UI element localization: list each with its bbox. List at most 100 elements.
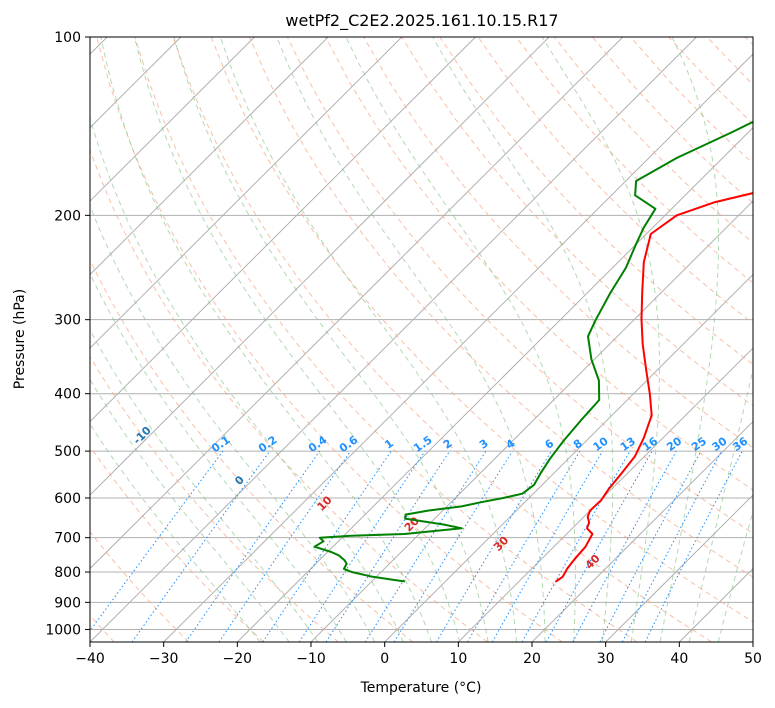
isotherm-line (90, 37, 624, 570)
dry-adiabat-line (134, 37, 638, 642)
x-tick-label: 30 (597, 651, 615, 667)
isotherm-line (384, 273, 753, 642)
isotherm-line (531, 420, 753, 642)
dry-adiabat-line (96, 37, 563, 642)
profile-line (313, 120, 753, 583)
dry-adiabat-line (401, 37, 753, 407)
isotherm-line (457, 347, 753, 642)
dry-adiabat-line (477, 37, 753, 325)
dry-adiabat-line (90, 445, 264, 642)
isotherm-line (163, 53, 753, 642)
y-axis-ticks: 100 200 300 400 500 600 700 800 900 1000 (45, 30, 90, 638)
mixing-ratio-line (90, 450, 224, 632)
moist-adiabat-line (432, 37, 614, 642)
x-tick-label: 40 (670, 651, 688, 667)
mixing-ratio-lines (90, 450, 743, 642)
mixing-ratio-line (521, 450, 631, 642)
mixing-ratio-line (131, 450, 271, 642)
dry-adiabat-line (90, 531, 190, 642)
isotherm-line (236, 126, 753, 642)
dry-adiabat-line (286, 37, 753, 534)
y-tick-label: 100 (54, 30, 81, 46)
mixing-ratio-line (325, 450, 451, 642)
moist-adiabat-line (688, 366, 753, 642)
moist-adiabat-line (90, 204, 376, 642)
isotherm-line (310, 200, 753, 642)
moist-adiabat-line (345, 37, 576, 642)
isotherm-line (605, 494, 753, 642)
x-tick-label: −10 (296, 651, 326, 667)
mixing-ratio-line (364, 450, 487, 642)
mixing-ratio-line (262, 450, 392, 642)
x-tick-label: 10 (449, 651, 467, 667)
isotherm-line (90, 37, 476, 423)
mixing-ratio-line (435, 450, 552, 642)
y-tick-label: 1000 (45, 622, 81, 638)
dry-adiabat-line (248, 37, 753, 578)
x-tick-label: −40 (75, 651, 105, 667)
isotherm-line (678, 567, 753, 642)
x-tick-label: −20 (223, 651, 253, 667)
grid-lines (90, 37, 753, 642)
y-tick-label: 600 (54, 491, 81, 507)
mixing-ratio-label: 0.6 (337, 433, 361, 455)
moist-adiabat-line (276, 37, 546, 642)
moist-adiabat-line (100, 37, 432, 642)
mixing-ratio-label: 2 (441, 437, 455, 452)
dry-adiabat-line (172, 37, 712, 642)
mixing-ratio-line (393, 450, 513, 642)
x-axis-ticks: −40 −30 −20 −10 0 10 20 30 40 50 (75, 642, 762, 667)
y-tick-label: 400 (54, 387, 81, 403)
dry-adiabat-label: 10 (315, 493, 335, 513)
x-tick-label: 0 (380, 651, 389, 667)
y-tick-label: 200 (54, 208, 81, 224)
mixing-ratio-label: 4 (504, 437, 518, 452)
mixing-ratio-label: 6 (543, 437, 557, 452)
moist-adiabat-line (90, 328, 319, 642)
x-tick-label: −30 (149, 651, 179, 667)
mixing-ratio-label: 0.1 (209, 433, 232, 455)
dry-adiabat-line (210, 37, 753, 623)
isotherm-line (90, 37, 550, 496)
plot-frame (89, 36, 754, 643)
dry-adiabat-line (90, 355, 339, 642)
dry-adiabat-line (744, 37, 753, 46)
y-tick-label: 500 (54, 444, 81, 460)
mixing-ratio-label: 0.4 (306, 433, 330, 455)
y-tick-label: 700 (54, 531, 81, 547)
isotherm-line (90, 37, 329, 276)
moist-adiabat-line (173, 37, 489, 642)
moist-adiabat-line (90, 423, 261, 642)
dry-adiabat-label: 30 (491, 534, 511, 554)
mixing-ratio-label: 1.5 (411, 433, 434, 455)
moist-adiabat-line (134, 37, 461, 642)
isotherm-line (90, 37, 403, 349)
mixing-ratio-line (218, 450, 352, 642)
x-tick-label: 50 (744, 651, 762, 667)
profile-line (555, 192, 753, 583)
isotherm-line (90, 37, 255, 202)
dry-adiabat-line (90, 258, 414, 642)
x-axis-label: Temperature (°C) (360, 680, 482, 696)
dry-adiabat-line (668, 37, 753, 125)
dry-adiabats (90, 37, 753, 642)
mixing-ratio-line (467, 450, 581, 642)
mixing-ratio-line (185, 450, 321, 642)
mixing-ratio-line (572, 450, 677, 642)
profile-series (313, 120, 753, 583)
isotherm-line (752, 641, 753, 642)
moist-adiabat-line (90, 272, 347, 642)
y-tick-label: 300 (54, 313, 81, 329)
dry-adiabat-label: 40 (583, 552, 603, 572)
moist-adiabat-line (90, 378, 290, 642)
y-tick-label: 900 (54, 595, 81, 611)
y-tick-label: 800 (54, 565, 81, 581)
mixing-ratio-line (298, 450, 426, 642)
dry-adiabat-line (515, 37, 753, 284)
x-tick-label: 20 (523, 651, 541, 667)
moist-adiabat-line (659, 37, 720, 642)
mixing-ratio-line (644, 450, 743, 642)
isotherm-line (90, 37, 697, 642)
y-axis-label: Pressure (hPa) (12, 289, 28, 389)
